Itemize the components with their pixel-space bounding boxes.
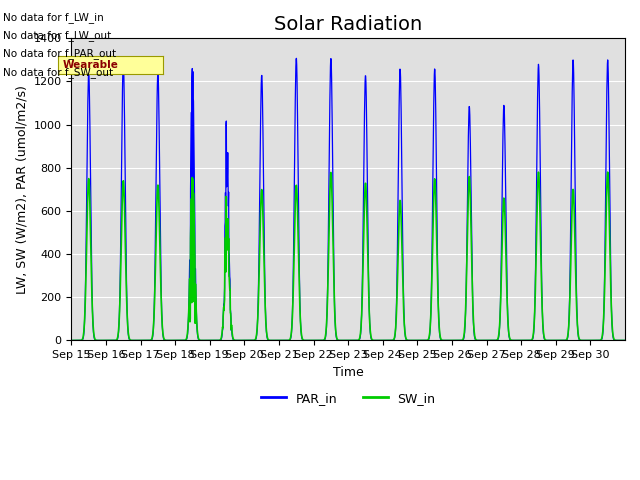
PAR_in: [588, 337, 596, 343]
Text: No data for f_LW_in: No data for f_LW_in: [3, 12, 104, 23]
SW_in: [621, 337, 629, 343]
Title: Solar Radiation: Solar Radiation: [274, 15, 422, 34]
Text: No data for f_LW_out: No data for f_LW_out: [3, 30, 111, 41]
PAR_in: [269, 337, 276, 343]
X-axis label: Time: Time: [333, 366, 364, 379]
Line: SW_in: SW_in: [72, 172, 625, 340]
PAR_in: [292, 56, 300, 61]
SW_in: [359, 275, 367, 280]
Text: Wearable: Wearable: [63, 60, 119, 70]
Y-axis label: LW, SW (W/m2), PAR (umol/m2/s): LW, SW (W/m2), PAR (umol/m2/s): [15, 85, 28, 294]
PAR_in: [621, 337, 629, 343]
PAR_in: [208, 337, 216, 343]
SW_in: [588, 337, 595, 343]
Text: No data for f_PAR_out: No data for f_PAR_out: [3, 48, 116, 60]
PAR_in: [591, 337, 599, 343]
Legend: PAR_in, SW_in: PAR_in, SW_in: [256, 387, 440, 410]
SW_in: [208, 337, 216, 343]
SW_in: [591, 337, 598, 343]
Line: PAR_in: PAR_in: [72, 59, 625, 340]
Text: No data for f_SW_out: No data for f_SW_out: [3, 67, 113, 78]
PAR_in: [68, 337, 76, 343]
SW_in: [68, 337, 76, 343]
SW_in: [604, 169, 612, 175]
PAR_in: [359, 232, 367, 238]
SW_in: [247, 337, 255, 343]
SW_in: [269, 337, 276, 343]
PAR_in: [247, 337, 255, 343]
